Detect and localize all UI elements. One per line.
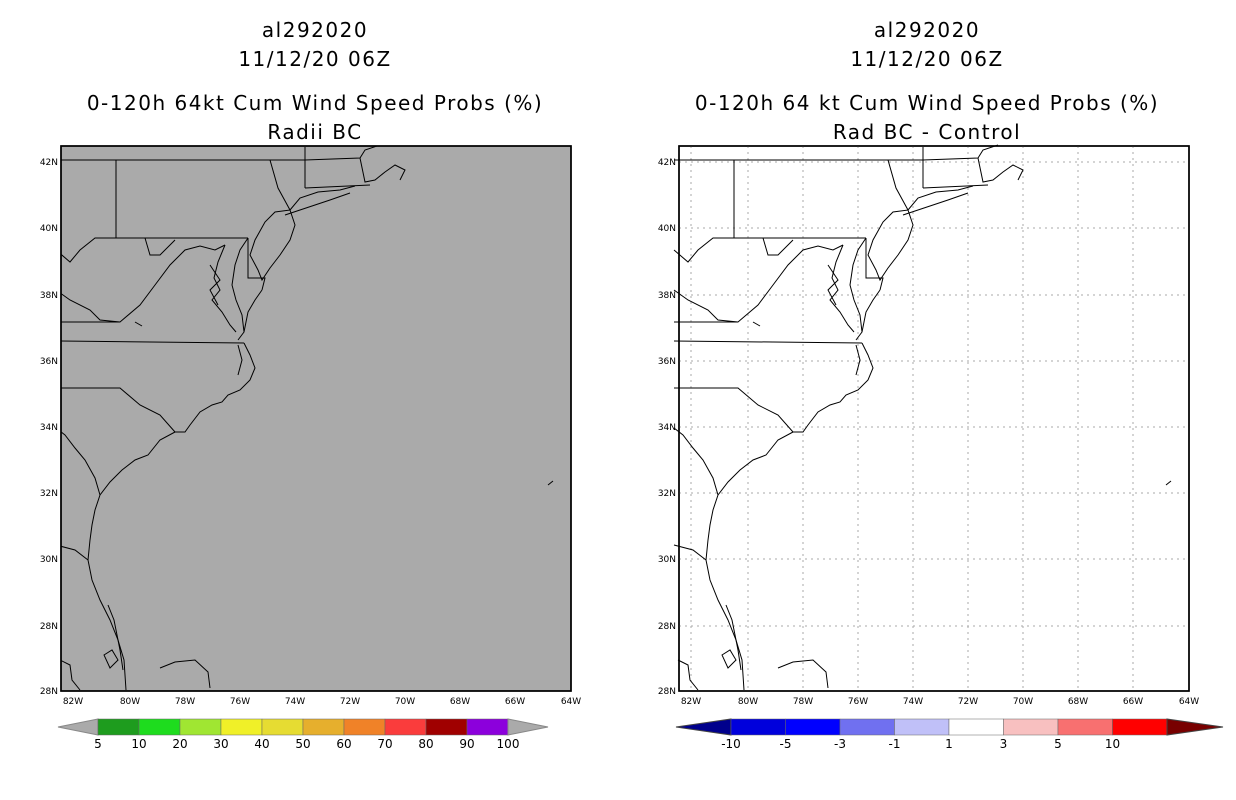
colorbar-end-right: [1166, 718, 1224, 736]
right-lat-label: 30N: [658, 555, 676, 565]
colorbar-segment: [785, 718, 841, 736]
right-lon-label: 64W: [1179, 697, 1199, 707]
colorbar-end-left: [57, 718, 99, 736]
colorbar-segment: [894, 718, 950, 736]
colorbar-segment: [839, 718, 895, 736]
colorbar-label: -1: [889, 737, 901, 751]
left-lat-label: 34N: [40, 423, 58, 433]
colorbar-end-right: [507, 718, 549, 736]
colorbar-label: 5: [94, 737, 102, 751]
left-lat-label: 32N: [40, 489, 58, 499]
right-lat-label: 40N: [658, 224, 676, 234]
colorbar-label: 3: [1000, 737, 1008, 751]
colorbar-label: 10: [1105, 737, 1120, 751]
colorbar-segment: [261, 718, 304, 736]
colorbar-label: 90: [459, 737, 474, 751]
right-lon-label: 66W: [1123, 697, 1143, 707]
colorbar-label: 70: [377, 737, 392, 751]
right-longitude-labels: 82W 80W 78W 76W 74W 72W 70W 68W 66W 64W: [681, 697, 1199, 707]
colorbar-segment: [425, 718, 468, 736]
colorbar-label: -5: [780, 737, 792, 751]
right-lon-label: 72W: [958, 697, 978, 707]
left-lat-label: 36N: [40, 357, 58, 367]
left-lat-label: 42N: [40, 158, 58, 168]
right-lat-label: 38N: [658, 291, 676, 301]
left-lon-label: 76W: [230, 697, 250, 707]
colorbar-segment: [138, 718, 181, 736]
left-lon-label: 66W: [505, 697, 525, 707]
colorbar-segment: [948, 718, 1004, 736]
right-lon-label: 82W: [681, 697, 701, 707]
colorbar-label: 40: [254, 737, 269, 751]
colorbar-label: 20: [172, 737, 187, 751]
colorbar-label: 80: [418, 737, 433, 751]
colorbar-segment: [384, 718, 427, 736]
left-colorbar: 5 10 20 30 40 50 60 70 80 90 100: [57, 718, 549, 751]
right-lon-label: 78W: [793, 697, 813, 707]
left-lon-label: 72W: [340, 697, 360, 707]
colorbar-label: -10: [721, 737, 741, 751]
right-subtitle: Rad BC - Control: [832, 120, 1022, 144]
right-lon-label: 68W: [1068, 697, 1088, 707]
right-datetime: 11/12/20 06Z: [850, 47, 1004, 71]
right-lat-label: 42N: [658, 158, 676, 168]
left-lon-label: 78W: [175, 697, 195, 707]
left-lat-label: 30N: [40, 555, 58, 565]
colorbar-segment: [343, 718, 386, 736]
colorbar-segment: [730, 718, 786, 736]
colorbar-label: 30: [213, 737, 228, 751]
right-colorbar: -10 -5 -3 -1 1 3 5 10: [675, 718, 1224, 751]
right-product-title: 0-120h 64 kt Cum Wind Speed Probs (%): [694, 91, 1160, 115]
left-lat-label: 28N: [40, 687, 58, 697]
colorbar-label: -3: [834, 737, 846, 751]
left-lon-label: 70W: [395, 697, 415, 707]
left-lon-label: 82W: [63, 697, 83, 707]
colorbar-segment: [302, 718, 345, 736]
colorbar-segment: [1057, 718, 1113, 736]
left-datetime: 11/12/20 06Z: [238, 47, 392, 71]
left-map-panel: 42N 40N 38N 36N 34N 32N 30N 28N 28N 82W 80W 78W 76W…: [40, 145, 581, 707]
right-lon-label: 74W: [903, 697, 923, 707]
right-lat-label: 28N: [658, 687, 676, 697]
colorbar-segment: [97, 718, 140, 736]
left-map-background: [60, 145, 572, 692]
left-product-title: 0-120h 64kt Cum Wind Speed Probs (%): [86, 91, 544, 115]
right-lat-label: 32N: [658, 489, 676, 499]
colorbar-label: 60: [336, 737, 351, 751]
right-lat-label: 34N: [658, 423, 676, 433]
colorbar-label: 1: [945, 737, 953, 751]
right-map-panel: 42N 40N 38N 36N 34N 32N 30N 28N 28N 82W 80W 78W 76W…: [658, 144, 1199, 707]
right-lon-label: 80W: [738, 697, 758, 707]
left-longitude-labels: 82W 80W 78W 76W 74W 72W 70W 68W 66W 64W: [63, 697, 581, 707]
left-latitude-labels: 42N 40N 38N 36N 34N 32N 30N 28N 28N: [40, 158, 58, 697]
left-lon-label: 80W: [120, 697, 140, 707]
colorbar-end-left: [675, 718, 732, 736]
left-subtitle: Radii BC: [267, 120, 363, 144]
colorbar-label: 10: [131, 737, 146, 751]
colorbar-segment: [220, 718, 263, 736]
left-lat-label: 28N: [40, 622, 58, 632]
right-lat-label: 36N: [658, 357, 676, 367]
colorbar-label: 5: [1054, 737, 1062, 751]
colorbar-label: 50: [295, 737, 310, 751]
left-lat-label: 38N: [40, 291, 58, 301]
colorbar-label: 100: [497, 737, 520, 751]
right-storm-id: al292020: [873, 18, 981, 42]
right-latitude-labels: 42N 40N 38N 36N 34N 32N 30N 28N 28N: [658, 158, 676, 697]
left-lat-label: 40N: [40, 224, 58, 234]
colorbar-segment: [466, 718, 509, 736]
right-lon-label: 70W: [1013, 697, 1033, 707]
left-lon-label: 68W: [450, 697, 470, 707]
colorbar-segment: [1003, 718, 1059, 736]
left-lon-label: 64W: [561, 697, 581, 707]
right-lon-label: 76W: [848, 697, 868, 707]
right-map-background: [678, 145, 1190, 692]
colorbar-segment: [179, 718, 222, 736]
right-lat-label: 28N: [658, 622, 676, 632]
colorbar-segment: [1112, 718, 1168, 736]
left-storm-id: al292020: [261, 18, 369, 42]
left-lon-label: 74W: [285, 697, 305, 707]
